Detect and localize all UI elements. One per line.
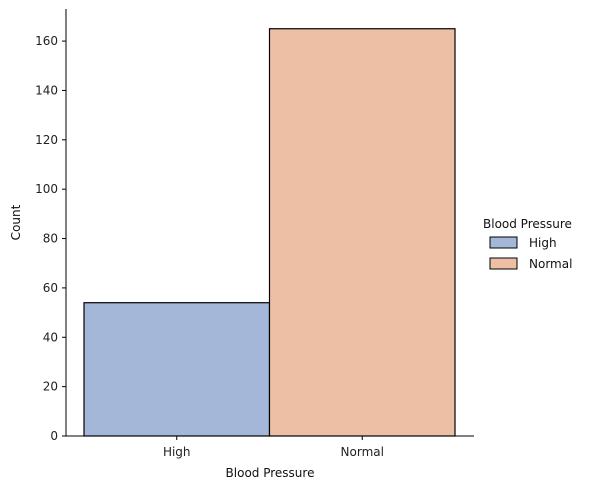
- bar-high: [83, 302, 271, 437]
- y-tick-label: 40: [43, 330, 58, 344]
- bar-normal: [268, 28, 456, 437]
- y-axis-label: Count: [9, 204, 23, 240]
- y-tick-label: 60: [43, 281, 58, 295]
- legend-swatch-normal: [489, 257, 518, 270]
- x-tick-label: Normal: [341, 445, 384, 459]
- y-tick-label: 80: [43, 232, 58, 246]
- legend-label-normal: Normal: [529, 257, 572, 271]
- y-tick-label: 20: [43, 380, 58, 394]
- x-axis-label: Blood Pressure: [226, 466, 315, 480]
- y-tick-label: 160: [35, 34, 58, 48]
- x-tick-label: High: [163, 445, 191, 459]
- y-tick-label: 120: [35, 133, 58, 147]
- y-tick-label: 140: [35, 83, 58, 97]
- y-tick-label: 0: [50, 429, 58, 443]
- x-axis-ticks: High Normal: [163, 436, 384, 459]
- y-axis-ticks: 0 20 40 60 80 100 120 140 160: [35, 34, 66, 443]
- legend-label-high: High: [529, 236, 557, 250]
- y-tick-label: 100: [35, 182, 58, 196]
- legend-title: Blood Pressure: [483, 217, 572, 231]
- bars-group: [83, 28, 456, 437]
- legend-swatch-high: [489, 236, 518, 249]
- legend: Blood Pressure High Normal: [483, 217, 572, 271]
